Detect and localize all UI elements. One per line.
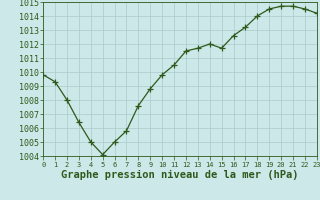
- X-axis label: Graphe pression niveau de la mer (hPa): Graphe pression niveau de la mer (hPa): [61, 170, 299, 180]
